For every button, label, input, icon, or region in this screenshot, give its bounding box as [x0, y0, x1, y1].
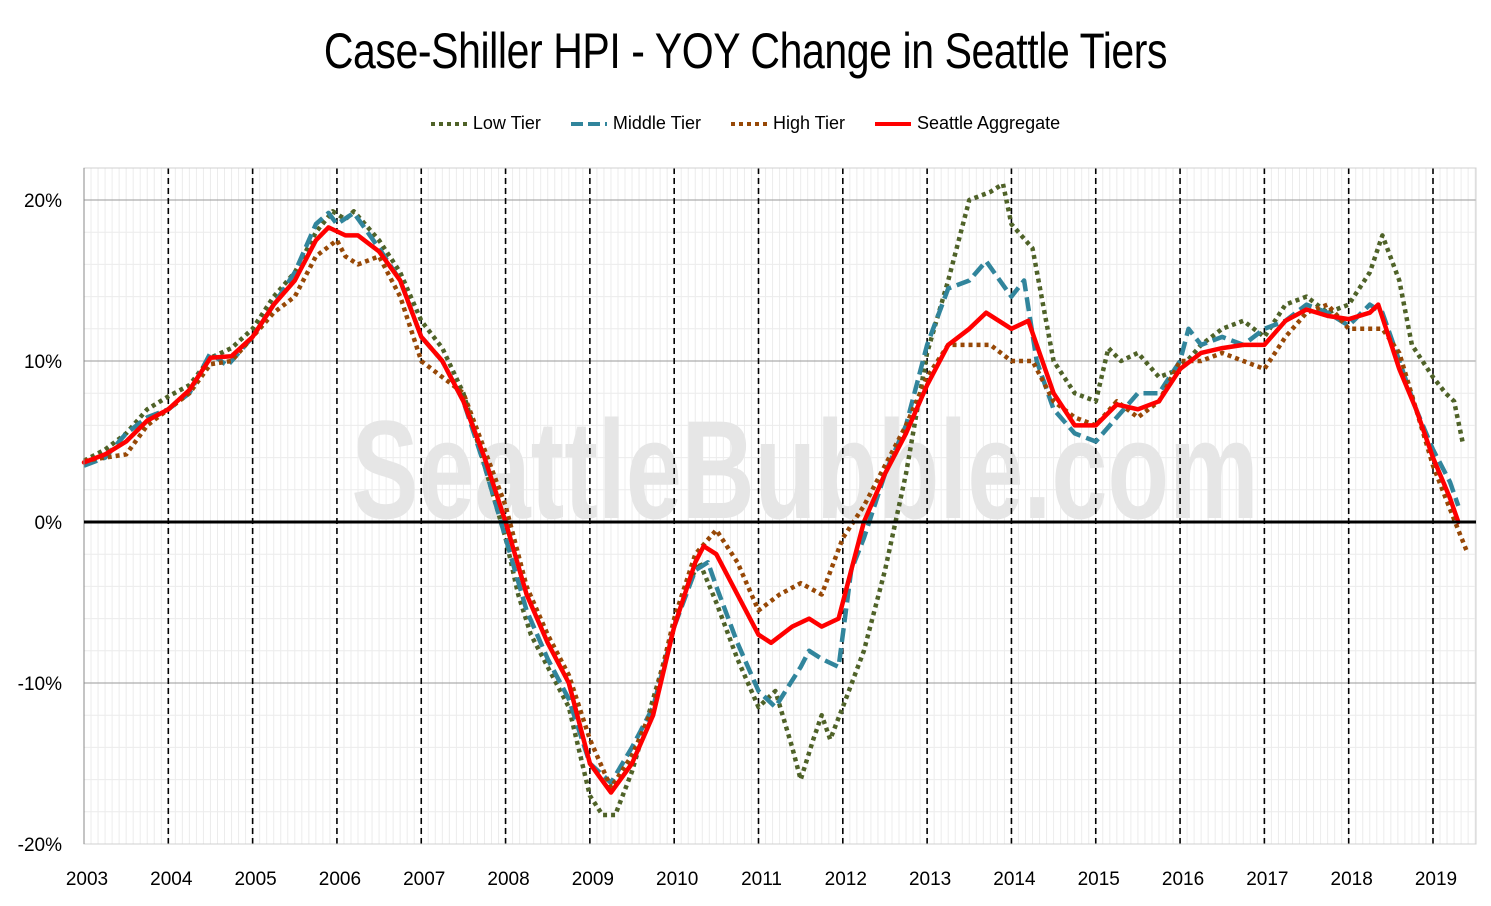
- x-tick-label: 2018: [1331, 869, 1373, 890]
- legend-label: High Tier: [772, 113, 845, 133]
- legend-swatch: [730, 121, 767, 126]
- x-tick-label: 2009: [572, 869, 614, 890]
- x-tick-label: 2008: [487, 869, 529, 890]
- x-tick-label: 2015: [1078, 869, 1120, 890]
- legend-item: Low Tier: [430, 113, 541, 134]
- y-tick-label: -20%: [18, 835, 62, 856]
- x-tick-label: 2003: [66, 869, 108, 890]
- legend-label: Middle Tier: [612, 113, 701, 133]
- x-tick-label: 2011: [741, 869, 782, 890]
- series-line-seattle-aggregate: [81, 225, 1461, 795]
- y-tick-label: 10%: [24, 352, 62, 373]
- legend-item: High Tier: [730, 113, 845, 134]
- tick-labels: 20% 10% 0% -10% -20%2003 2004 2005 2006 2007 2008…: [18, 191, 1458, 890]
- legend-label: Seattle Aggregate: [916, 113, 1061, 133]
- x-tick-label: 2010: [656, 869, 698, 890]
- legend-item: Seattle Aggregate: [874, 113, 1061, 134]
- x-tick-label: 2004: [150, 869, 193, 890]
- legend-swatch: [570, 121, 607, 126]
- year-dividers: [167, 168, 1434, 844]
- x-tick-label: 2005: [234, 869, 276, 890]
- x-tick-label: 2007: [403, 869, 445, 890]
- axes: [83, 167, 1477, 845]
- y-tick-label: -10%: [18, 674, 62, 695]
- legend-swatch: [430, 121, 467, 126]
- legend-item: Middle Tier: [570, 113, 701, 134]
- series-line-high-tier: [83, 238, 1469, 790]
- x-tick-label: 2014: [993, 869, 1036, 890]
- x-tick-label: 2012: [825, 869, 867, 890]
- x-tick-label: 2019: [1415, 869, 1457, 890]
- x-tick-label: 2006: [319, 869, 361, 890]
- legend-swatch: [874, 121, 911, 126]
- x-tick-label: 2016: [1162, 869, 1204, 890]
- y-tick-label: 0%: [35, 513, 63, 534]
- legend: Low Tier Middle Tier High Tier Seattle Aggr…: [0, 113, 1491, 134]
- chart-title: Case-Shiller HPI - YOY Change in Seattle…: [323, 23, 1168, 79]
- legend-label: Low Tier: [472, 113, 541, 133]
- y-tick-label: 20%: [24, 191, 62, 212]
- series-lines: [81, 181, 1469, 818]
- x-tick-label: 2013: [909, 869, 951, 890]
- x-tick-label: 2017: [1246, 869, 1288, 890]
- series-line-low-tier: [82, 181, 1465, 818]
